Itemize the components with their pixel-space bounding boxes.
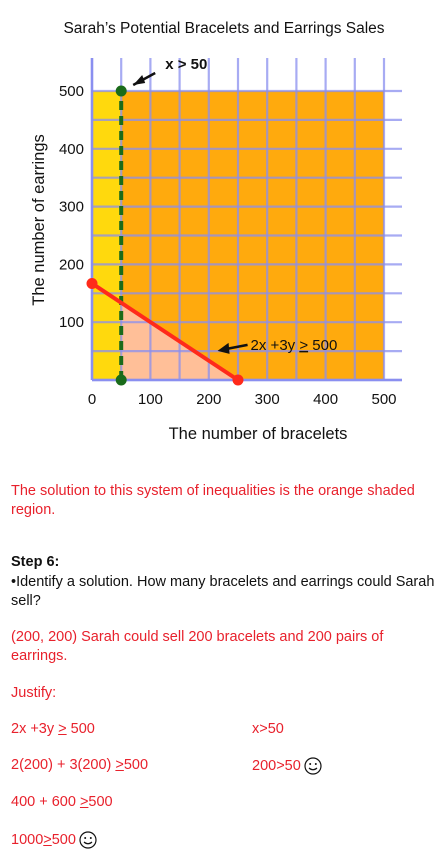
step-prompt: •Identify a solution. How many bracelets…: [11, 574, 435, 609]
justify-left-line-2: 2(200) + 3(200) >500: [11, 757, 148, 773]
justify-left-2a: 2(200) + 3(200): [11, 757, 116, 773]
y-tick-label: 300: [59, 199, 84, 216]
annotation-arrowhead: [217, 342, 230, 354]
smiley-icon: [79, 831, 97, 849]
x-tick-label: 400: [313, 391, 338, 408]
justify-left-line-3: 400 + 600 >500: [11, 794, 113, 810]
justify-label: Justify:: [11, 685, 57, 701]
justify-left-1c: 500: [66, 721, 95, 737]
justify-left-2b: >: [115, 757, 124, 773]
justify-left-3b: >: [79, 794, 89, 810]
y-tick-label: 400: [59, 141, 84, 158]
solution-statement: The solution to this system of inequalit…: [11, 483, 415, 518]
y-tick-label: 200: [59, 256, 84, 273]
y-axis-title: The number of earrings: [30, 134, 48, 306]
answer-statement: (200, 200) Sarah could sell 200 bracelet…: [11, 629, 384, 664]
justify-left-3a: 400 + 600: [11, 794, 80, 810]
boundary-point: [232, 374, 244, 386]
x-tick-label: 100: [138, 391, 163, 408]
justify-left-3c: 500: [88, 794, 113, 810]
annotation-arrowhead: [133, 75, 146, 85]
smiley-icon: [304, 757, 322, 775]
justify-left-line-4: 1000>500: [11, 831, 97, 849]
annotation-label: 2x +3y > 500: [251, 337, 338, 354]
boundary-point: [86, 277, 98, 289]
justify-left-1b: >: [58, 721, 67, 737]
x-tick-label: 300: [255, 391, 280, 408]
justify-left-4c: 500: [51, 831, 76, 848]
justify-right-line-1: x>50: [252, 721, 284, 737]
x-axis-title: The number of bracelets: [169, 425, 348, 443]
x-tick-label: 200: [196, 391, 221, 408]
x-tick-label: 0: [88, 391, 96, 408]
step-heading: Step 6:: [11, 554, 60, 570]
x-tick-label: 500: [371, 391, 396, 408]
boundary-point: [115, 85, 127, 97]
chart-title: Sarah’s Potential Bracelets and Earrings…: [63, 20, 385, 37]
annotation-label: x > 50: [165, 56, 207, 73]
inequality-chart: 0 100 200 300 400 500 100 200 300 400 500 The numbe…: [30, 56, 402, 443]
justify-left-1a: 2x +3y: [11, 721, 59, 737]
boundary-line-2x-3y: [90, 281, 240, 382]
justify-left-4b: >: [43, 831, 52, 848]
justify-right-line-2: 200>50: [252, 757, 322, 775]
justify-left-4a: 1000: [11, 831, 44, 848]
boundary-point: [115, 374, 127, 386]
justify-right-2-text: 200>50: [252, 757, 301, 774]
y-tick-label: 500: [59, 83, 84, 100]
y-tick-label: 100: [59, 314, 84, 331]
justify-left-line-1: 2x +3y > 500: [11, 721, 95, 737]
justify-left-2c: 500: [123, 757, 149, 773]
